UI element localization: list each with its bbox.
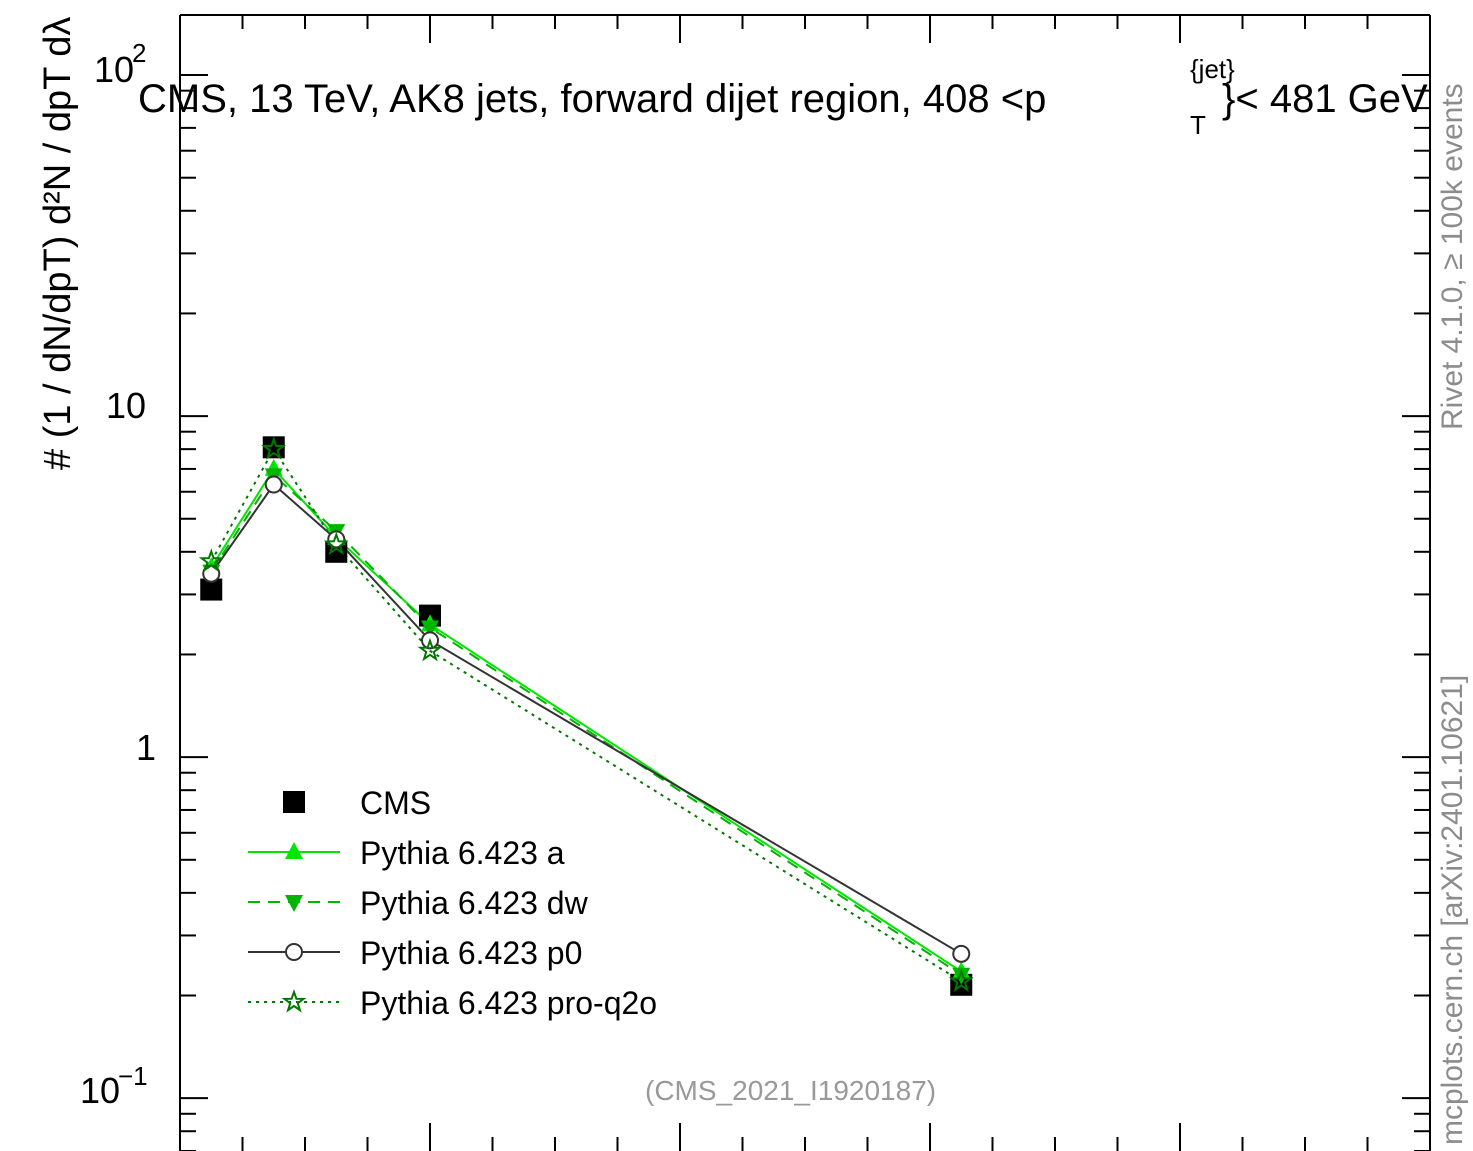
data-point-pythia-6-423-p0 bbox=[327, 530, 346, 549]
title-main: CMS, 13 TeV, AK8 jets, forward dijet reg… bbox=[138, 77, 1046, 121]
legend-marker-pythia-6-423-pro-q2o bbox=[281, 988, 307, 1013]
data-point-pythia-6-423-p0 bbox=[952, 944, 971, 963]
series-line-pythia-6-423-dw bbox=[210, 473, 962, 976]
series-markers bbox=[198, 436, 974, 996]
legend-entry-pythia-6-423-pro-q2o: Pythia 6.423 pro-q2o bbox=[248, 985, 657, 1021]
y-axis-label: # (1 / dN/dpT) d²N / dpT dλ bbox=[37, 17, 79, 470]
y-tick-label-0.1-exponent: −1 bbox=[118, 1061, 148, 1091]
chart-title: CMS, 13 TeV, AK8 jets, forward dijet reg… bbox=[138, 54, 1428, 140]
legend-marker-pythia-6-423-a bbox=[285, 842, 303, 859]
legend: CMS Pythia 6.423 a Pythia 6.423 dw Pythia 6… bbox=[248, 785, 657, 1021]
y-tick-labels: 10 2 10 1 10 −1 bbox=[80, 38, 156, 1111]
title-superscript: {jet} bbox=[1190, 54, 1235, 84]
legend-entry-cms: CMS bbox=[283, 785, 431, 821]
rivet-version-label: Rivet 4.1.0, ≥ 100k events bbox=[1436, 83, 1469, 430]
title-subscript: T bbox=[1190, 110, 1206, 140]
y-tick-label-0.1: 10 bbox=[80, 1070, 120, 1111]
plot-frame bbox=[179, 14, 1431, 1151]
data-point-pythia-6-423-pro-q2o bbox=[261, 436, 287, 460]
data-point-pythia-6-423-dw bbox=[952, 967, 971, 985]
legend-label-pythia-6-423-pro-q2o: Pythia 6.423 pro-q2o bbox=[360, 985, 657, 1021]
axis-ticks bbox=[179, 15, 1431, 1151]
y-tick-label-100-exponent: 2 bbox=[132, 38, 146, 68]
legend-label-cms: CMS bbox=[360, 785, 431, 821]
y-tick-label-1: 1 bbox=[136, 727, 156, 768]
y-tick-label-100: 10 bbox=[94, 49, 134, 90]
legend-marker-pythia-6-423-dw bbox=[285, 895, 303, 912]
data-point-pythia-6-423-pro-q2o bbox=[198, 548, 224, 572]
data-point-pythia-6-423-p0 bbox=[264, 475, 283, 494]
legend-marker-cms bbox=[283, 791, 305, 813]
title-tail: }< 481 GeV bbox=[1222, 77, 1428, 121]
data-point-pythia-6-423-pro-q2o bbox=[948, 968, 974, 992]
analysis-label: (CMS_2021_I1920187) bbox=[645, 1075, 936, 1106]
legend-label-pythia-6-423-dw: Pythia 6.423 dw bbox=[360, 885, 589, 921]
data-point-pythia-6-423-pro-q2o bbox=[323, 531, 349, 556]
legend-entry-pythia-6-423-a: Pythia 6.423 a bbox=[248, 835, 565, 871]
legend-entry-pythia-6-423-dw: Pythia 6.423 dw bbox=[248, 885, 589, 921]
data-point-cms bbox=[200, 578, 223, 601]
data-point-pythia-6-423-pro-q2o bbox=[417, 637, 443, 662]
legend-marker-pythia-6-423-p0 bbox=[285, 943, 303, 961]
mcplots-source-label: mcplots.cern.ch [arXiv:2401.10621] bbox=[1436, 675, 1469, 1145]
y-tick-label-10: 10 bbox=[106, 385, 146, 426]
legend-entry-pythia-6-423-p0: Pythia 6.423 p0 bbox=[248, 935, 582, 971]
legend-label-pythia-6-423-a: Pythia 6.423 a bbox=[360, 835, 565, 871]
legend-label-pythia-6-423-p0: Pythia 6.423 p0 bbox=[360, 935, 582, 971]
series-line-pythia-6-423-p0 bbox=[210, 483, 962, 955]
data-point-pythia-6-423-dw bbox=[421, 620, 439, 638]
